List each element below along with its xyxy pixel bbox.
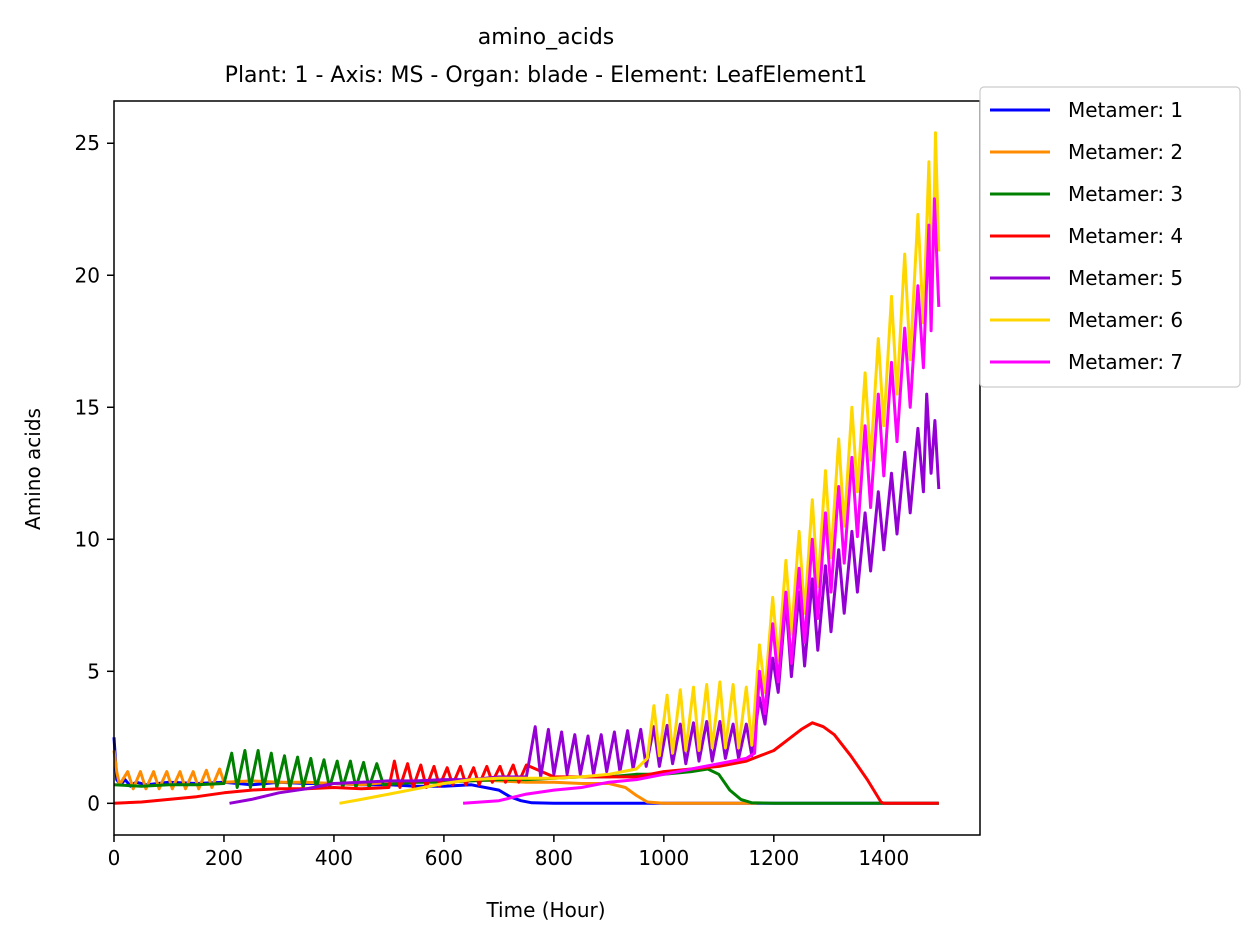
y-tick-label: 15 — [75, 395, 100, 419]
y-tick-label: 10 — [75, 527, 100, 551]
chart-title: amino_acids — [478, 25, 615, 50]
legend-frame — [979, 86, 1241, 388]
chart-subtitle: Plant: 1 - Axis: MS - Organ: blade - Ele… — [225, 63, 868, 88]
legend: Metamer: 1 Metamer: 2 Metamer: 3 Metamer: 4… — [979, 86, 1241, 388]
y-axis-label: Amino acids — [21, 408, 45, 530]
legend-label-metamer-6: Metamer: 6 — [1068, 308, 1183, 332]
x-axis-label: Time (Hour) — [485, 898, 605, 922]
x-tick-label: 400 — [315, 846, 353, 870]
x-tick-label: 0 — [108, 846, 121, 870]
x-axis-ticks: 0 200 400 600 800 1000 1200 1400 — [108, 835, 909, 870]
x-tick-label: 1400 — [858, 846, 909, 870]
plot-frame — [113, 100, 981, 836]
x-tick-label: 600 — [425, 846, 463, 870]
legend-label-metamer-7: Metamer: 7 — [1068, 350, 1183, 374]
x-tick-label: 1000 — [638, 846, 689, 870]
series-line-metamer-6 — [339, 131, 941, 805]
y-tick-label: 5 — [87, 659, 100, 683]
y-tick-label: 25 — [75, 131, 100, 155]
legend-label-metamer-5: Metamer: 5 — [1068, 266, 1183, 290]
series-line-metamer-4 — [113, 721, 939, 805]
legend-label-metamer-2: Metamer: 2 — [1068, 140, 1183, 164]
legend-label-metamer-1: Metamer: 1 — [1068, 98, 1183, 122]
series-line-metamer-5 — [229, 392, 941, 805]
series-line-metamer-7 — [462, 197, 941, 805]
x-tick-label: 1200 — [748, 846, 799, 870]
x-tick-label: 800 — [535, 846, 573, 870]
y-tick-label: 20 — [75, 263, 100, 287]
y-tick-label: 0 — [87, 791, 100, 815]
x-tick-label: 200 — [205, 846, 243, 870]
legend-label-metamer-4: Metamer: 4 — [1068, 224, 1183, 248]
legend-label-metamer-3: Metamer: 3 — [1068, 182, 1183, 206]
plot-lines — [112, 131, 941, 805]
y-axis-ticks: 0 5 10 15 20 25 — [75, 131, 114, 815]
